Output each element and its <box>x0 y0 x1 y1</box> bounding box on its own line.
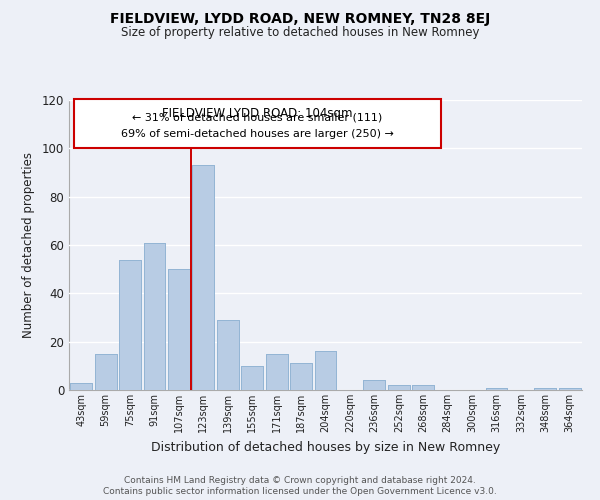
Bar <box>168 269 190 390</box>
Bar <box>266 354 287 390</box>
Bar <box>217 320 239 390</box>
Bar <box>485 388 508 390</box>
FancyBboxPatch shape <box>74 98 441 148</box>
Bar <box>217 320 239 390</box>
Bar <box>193 166 214 390</box>
Bar <box>95 354 116 390</box>
Bar <box>364 380 385 390</box>
Text: FIELDVIEW, LYDD ROAD, NEW ROMNEY, TN28 8EJ: FIELDVIEW, LYDD ROAD, NEW ROMNEY, TN28 8… <box>110 12 490 26</box>
Bar <box>168 269 190 390</box>
Bar <box>485 388 508 390</box>
Bar <box>70 383 92 390</box>
Bar <box>412 385 434 390</box>
Text: Contains HM Land Registry data © Crown copyright and database right 2024.: Contains HM Land Registry data © Crown c… <box>124 476 476 485</box>
Bar <box>559 388 581 390</box>
Bar <box>143 242 166 390</box>
Text: 69% of semi-detached houses are larger (250) →: 69% of semi-detached houses are larger (… <box>121 129 394 139</box>
Bar <box>412 385 434 390</box>
Bar <box>143 242 166 390</box>
Y-axis label: Number of detached properties: Number of detached properties <box>22 152 35 338</box>
Bar <box>290 364 312 390</box>
Bar <box>119 260 141 390</box>
Bar <box>388 385 410 390</box>
X-axis label: Distribution of detached houses by size in New Romney: Distribution of detached houses by size … <box>151 440 500 454</box>
Bar <box>95 354 116 390</box>
Bar <box>314 352 337 390</box>
Bar <box>241 366 263 390</box>
Text: FIELDVIEW LYDD ROAD: 104sqm: FIELDVIEW LYDD ROAD: 104sqm <box>162 108 353 120</box>
Bar <box>314 352 337 390</box>
Bar <box>364 380 385 390</box>
Bar <box>241 366 263 390</box>
Text: Size of property relative to detached houses in New Romney: Size of property relative to detached ho… <box>121 26 479 39</box>
Bar <box>290 364 312 390</box>
Bar <box>266 354 287 390</box>
Bar <box>559 388 581 390</box>
Bar <box>535 388 556 390</box>
Bar <box>119 260 141 390</box>
Bar <box>70 383 92 390</box>
Bar <box>193 166 214 390</box>
Bar <box>388 385 410 390</box>
Text: Contains public sector information licensed under the Open Government Licence v3: Contains public sector information licen… <box>103 487 497 496</box>
Bar <box>535 388 556 390</box>
Text: ← 31% of detached houses are smaller (111): ← 31% of detached houses are smaller (11… <box>133 112 383 122</box>
